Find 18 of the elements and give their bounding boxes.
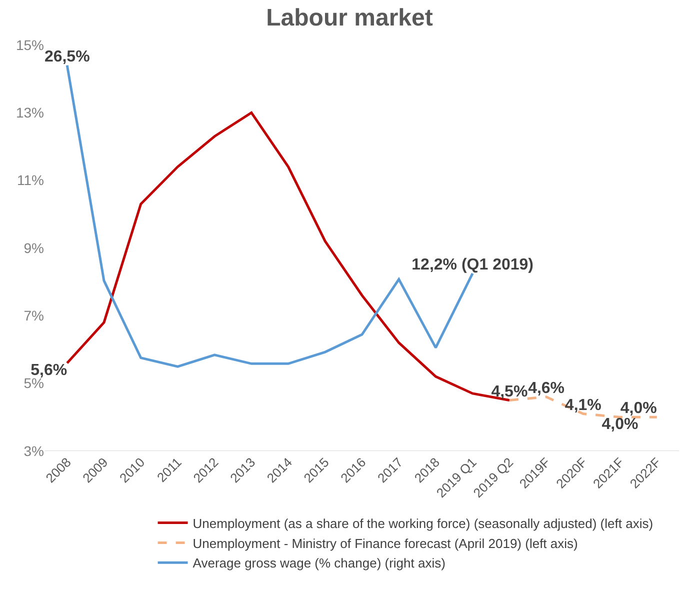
- chart-title: Labour market: [266, 4, 433, 32]
- y-tick-label: 13%: [16, 104, 44, 121]
- y-tick-label: 7%: [24, 308, 44, 324]
- data-label: 4,1%: [564, 396, 602, 414]
- y-tick-label: 11%: [17, 172, 44, 188]
- y-tick-label: 9%: [24, 240, 44, 256]
- data-label: 5,6%: [30, 362, 68, 380]
- data-label: 12,2% (Q1 2019): [412, 256, 534, 274]
- y-tick-label: 15%: [16, 36, 44, 53]
- data-label: 4,5%: [491, 383, 528, 400]
- y-tick-label: 3%: [24, 442, 44, 459]
- legend-label: Average gross wage (% change) (right axis): [192, 556, 446, 571]
- legend-label: Unemployment - Ministry of Finance forecast (April 2019) (left axis): [192, 536, 578, 551]
- data-label: 26,5%: [44, 48, 90, 66]
- legend-label: Unemployment (as a share of the working force) (seasonally adjusted) (left axis): [192, 516, 654, 531]
- data-label: 4,0%: [620, 400, 657, 418]
- data-label: 4,6%: [528, 380, 565, 397]
- data-label: 4,0%: [602, 416, 638, 434]
